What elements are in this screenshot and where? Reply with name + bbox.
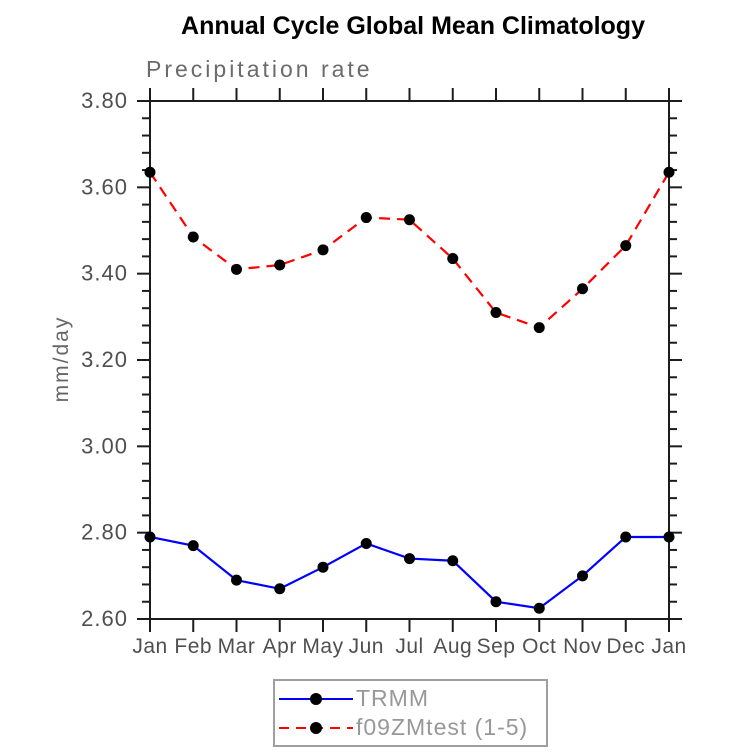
data-point-marker [577, 570, 588, 582]
x-tick-label: Dec [606, 635, 645, 658]
chart-subtitle: Precipitation rate [146, 56, 373, 82]
x-tick-label: Feb [174, 635, 212, 658]
series-line-f09zmtest-1-5- [149, 171, 670, 329]
data-point-marker [577, 283, 588, 295]
x-tick-label: Sep [477, 635, 516, 658]
data-point-marker [317, 244, 329, 256]
data-point-marker [620, 240, 632, 252]
x-tick-label: Jan [651, 635, 686, 658]
data-point-marker [447, 253, 459, 265]
data-point-marker [663, 166, 675, 178]
x-tick-label: Oct [522, 635, 556, 658]
plot-frame [149, 100, 670, 620]
data-point-marker [663, 531, 675, 543]
data-point-marker [360, 212, 372, 224]
x-tick-label: Jul [395, 635, 423, 658]
x-tick-label: Nov [563, 635, 602, 658]
x-tick-label: Jun [349, 635, 384, 658]
data-point-marker [404, 553, 415, 565]
y-tick-label: 3.60 [81, 174, 128, 199]
data-point-marker [360, 537, 372, 549]
data-point-marker [274, 259, 286, 271]
data-point-marker [231, 263, 242, 275]
data-point-marker [490, 307, 502, 319]
y-tick-label: 3.40 [81, 261, 128, 286]
data-point-marker [231, 574, 242, 586]
legend-label-f09zmtest: f09ZMtest (1-5) [356, 714, 529, 740]
legend-item-trmm: TRMM [279, 685, 546, 712]
y-tick-label: 3.20 [81, 347, 128, 372]
data-point-marker [187, 540, 199, 552]
data-point-marker [620, 531, 632, 543]
data-point-marker [144, 531, 156, 543]
data-point-marker [533, 322, 545, 334]
data-point-marker [533, 602, 545, 614]
data-point-marker [187, 231, 199, 243]
x-tick-label: Mar [218, 635, 256, 658]
y-tick-label: 3.80 [81, 88, 128, 113]
legend-item-f09zmtest: f09ZMtest (1-5) [279, 714, 546, 741]
legend-marker-icon [310, 721, 322, 734]
data-point-marker [317, 561, 329, 573]
series-line-trmm [149, 535, 669, 610]
x-tick-label: Aug [433, 635, 472, 658]
x-tick-label: May [302, 635, 343, 658]
legend-sample-trmm [279, 692, 353, 705]
y-tick-label: 2.60 [81, 606, 128, 631]
legend-label-trmm: TRMM [356, 685, 429, 711]
y-tick-label: 3.00 [81, 433, 128, 458]
y-tick-label: 2.80 [81, 520, 128, 545]
data-point-marker [274, 583, 286, 595]
data-point-marker [447, 555, 459, 567]
chart-title: Annual Cycle Global Mean Climatology [181, 12, 645, 40]
data-point-marker [144, 166, 156, 178]
data-point-marker [490, 596, 502, 608]
x-tick-label: Jan [132, 635, 167, 658]
legend-sample-f09zmtest [279, 721, 353, 734]
x-tick-label: Apr [263, 635, 297, 658]
legend-marker-icon [310, 692, 322, 705]
data-point-marker [404, 214, 415, 226]
legend: TRMM f09ZMtest (1-5) [273, 679, 548, 747]
